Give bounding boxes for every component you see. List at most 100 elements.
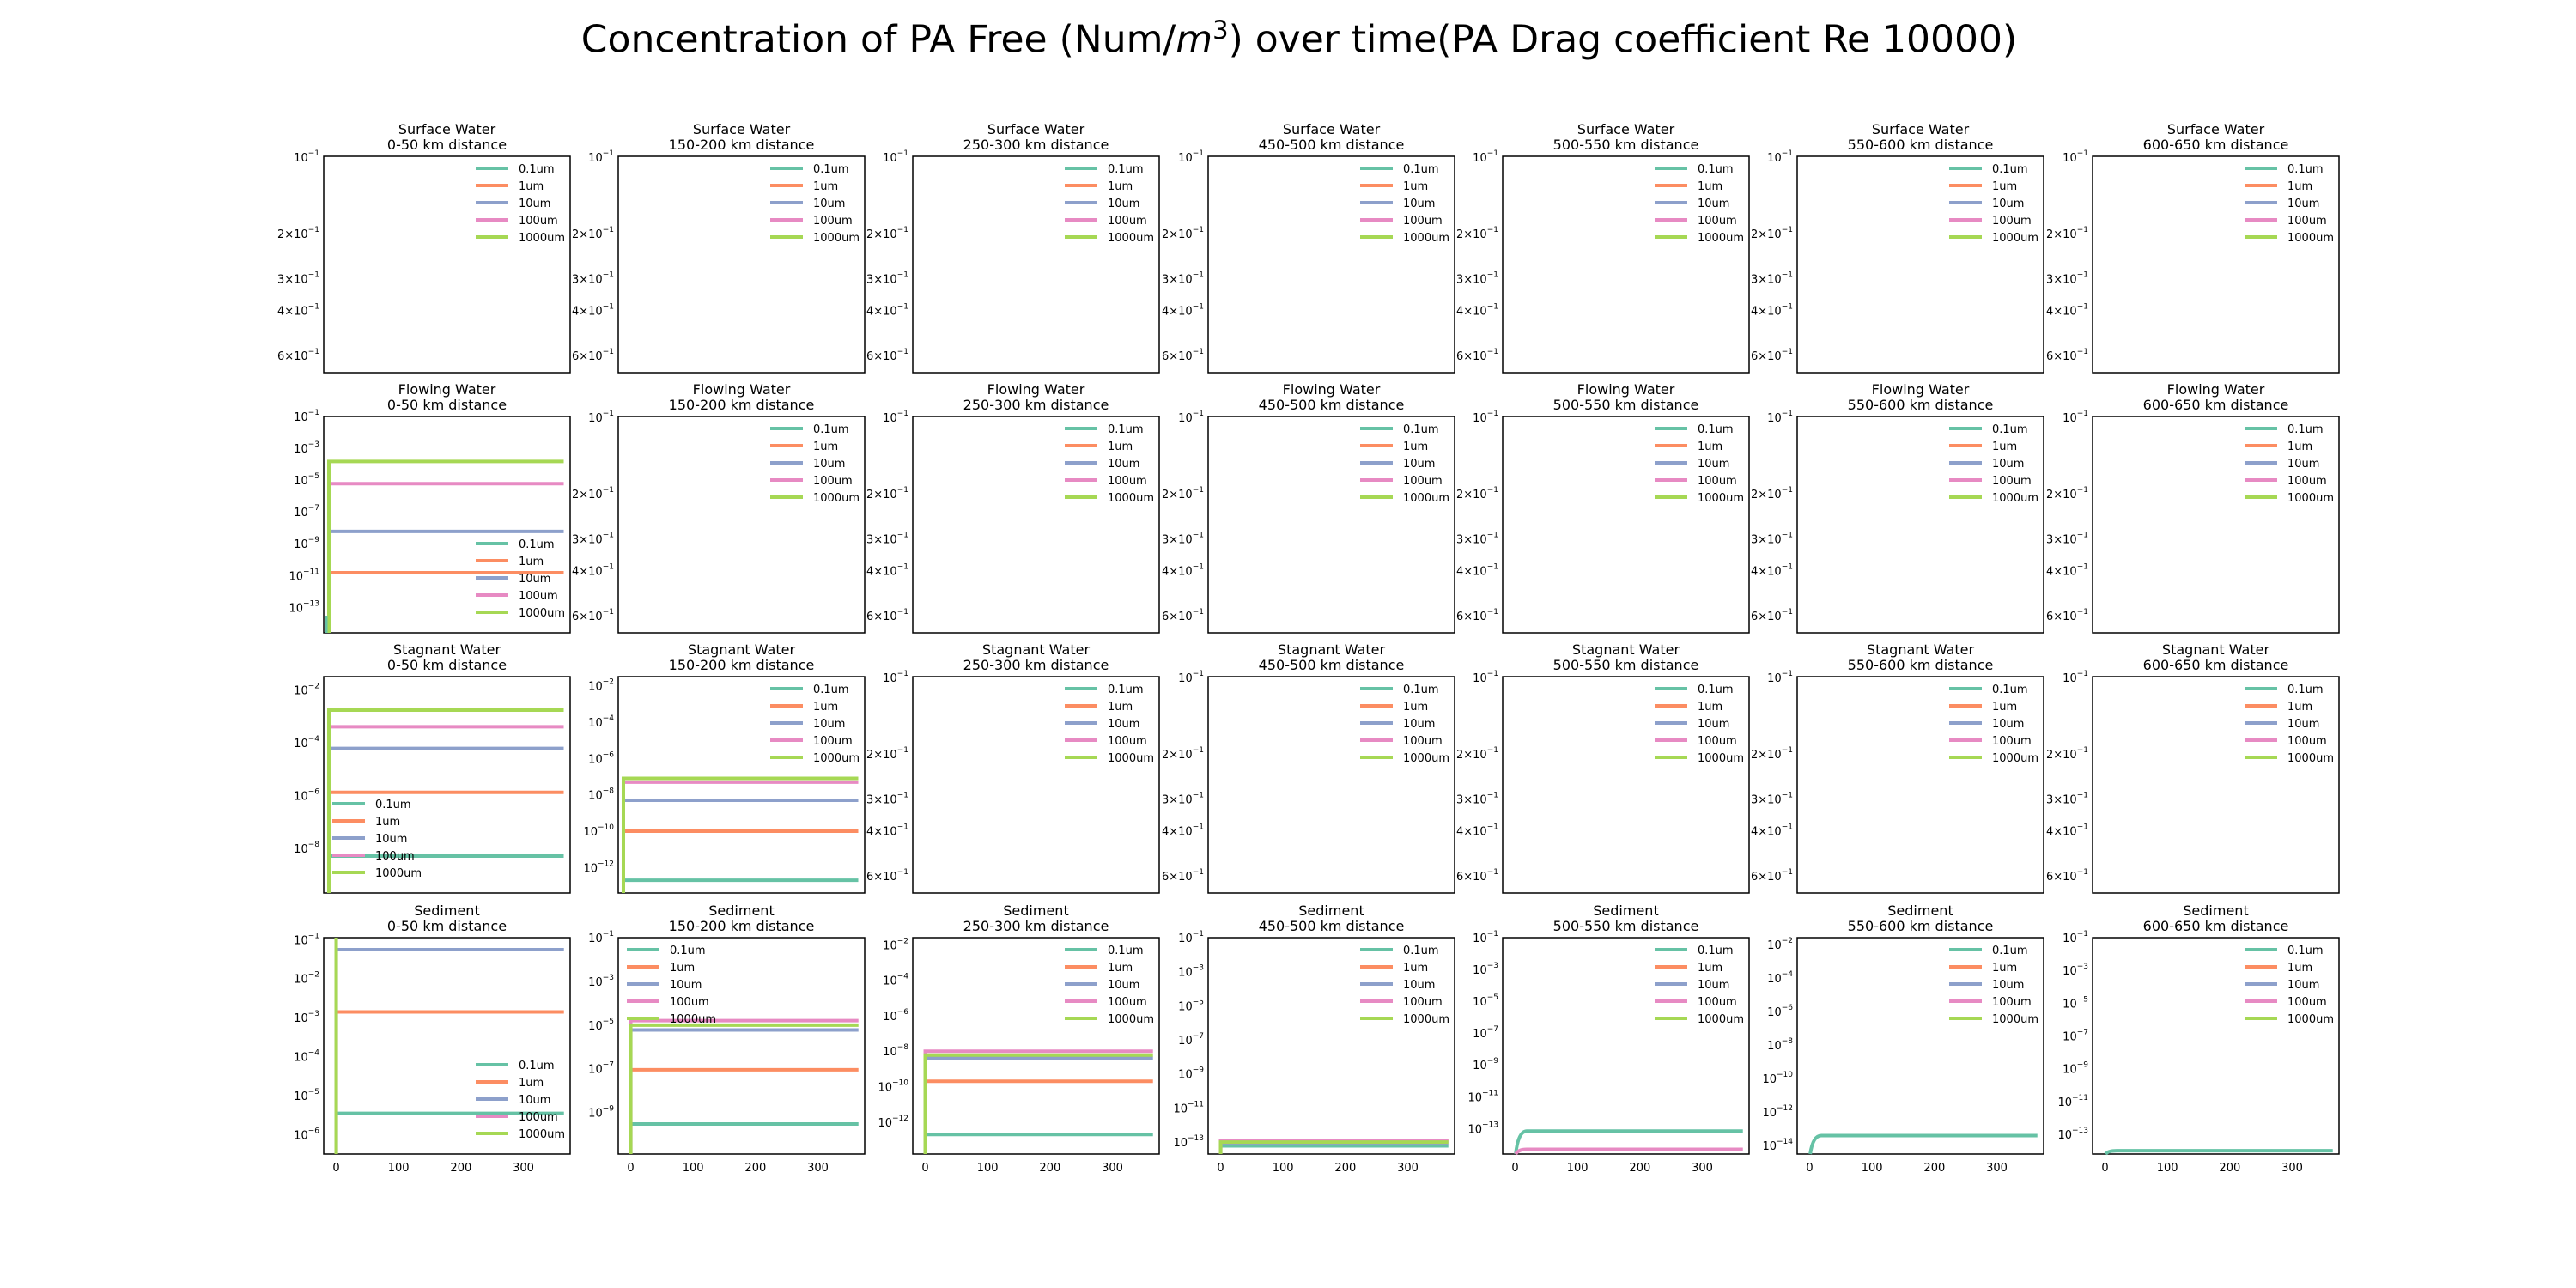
y-tick-label: 10−2 (294, 682, 319, 697)
subplot-title: Surface Water (693, 121, 791, 137)
legend-label: 1um (1403, 440, 1428, 453)
y-tick-label: 10−4 (588, 714, 614, 730)
legend-label: 10um (1992, 979, 2024, 992)
legend-label: 10um (1698, 718, 1729, 731)
legend-label: 1um (1403, 962, 1428, 975)
y-tick-label: 10−2 (1767, 937, 1793, 952)
series-line-1000um (621, 776, 859, 893)
y-tick-label: 4×10−1 (1456, 303, 1498, 319)
legend-label: 1um (2287, 962, 2312, 975)
y-tick-label: 10−2 (883, 937, 908, 952)
y-tick-label: 3×10−1 (1162, 791, 1204, 806)
y-tick-label: 10−3 (2063, 963, 2088, 978)
x-tick-label: 200 (1923, 1162, 1945, 1175)
series-line-1um (923, 1079, 1153, 1154)
legend-label: 10um (375, 833, 407, 846)
legend-label: 10um (519, 573, 550, 586)
series-line-0_1um (1218, 1144, 1449, 1154)
legend-label: 100um (1403, 215, 1443, 228)
legend-label: 1000um (1992, 232, 2038, 245)
y-tick-label: 6×10−1 (1162, 348, 1204, 363)
y-tick-label: 4×10−1 (2046, 563, 2088, 579)
legend-label: 0.1um (1403, 945, 1439, 957)
y-tick-label: 10−1 (294, 409, 319, 424)
y-tick-label: 10−1 (883, 670, 908, 685)
legend: 0.1um 1um 10um 100um 1000um (627, 945, 716, 1026)
plot-frame (1502, 676, 1750, 894)
y-tick-label: 10−1 (294, 932, 319, 947)
x-tick-label: 100 (1567, 1162, 1589, 1175)
y-tick-label: 6×10−1 (1162, 868, 1204, 884)
series-line-0_1um (629, 1121, 859, 1154)
y-tick-label: 10−4 (294, 1048, 319, 1064)
plot-frame (1796, 155, 2044, 374)
x-tick-label: 300 (807, 1162, 829, 1175)
plot-frame (1207, 155, 1455, 374)
y-tick-label: 3×10−1 (277, 270, 319, 286)
plot-frame (2092, 937, 2340, 1155)
legend-label: 1000um (670, 1013, 716, 1026)
legend: 0.1um 1um 10um 100um 1000um (476, 1060, 565, 1141)
y-tick-label: 10−6 (883, 1008, 908, 1024)
x-tick-label: 0 (332, 1162, 339, 1175)
y-tick-label: 3×10−1 (1751, 531, 1793, 546)
y-tick-label: 10−10 (1762, 1071, 1793, 1086)
legend-label: 10um (2287, 979, 2319, 992)
y-tick-label: 10−7 (1178, 1032, 1204, 1048)
legend-label: 100um (2287, 996, 2327, 1009)
series-line-0_1um (923, 1133, 1153, 1154)
y-tick-label: 10−8 (588, 787, 614, 803)
legend: 0.1um 1um 10um 100um 1000um (476, 538, 565, 620)
y-tick-label: 4×10−1 (572, 563, 614, 579)
y-tick-label: 10−1 (588, 410, 614, 425)
y-tick-label: 2×10−1 (1162, 226, 1204, 241)
subplot-title: Stagnant Water (688, 641, 796, 658)
legend-label: 1um (2287, 440, 2312, 453)
series-line-1000um (326, 708, 564, 893)
y-tick-label: 2×10−1 (572, 226, 614, 241)
legend-label: 10um (2287, 458, 2319, 471)
y-tick-label: 10−5 (1473, 993, 1498, 1009)
subplot-subtitle: 600-650 km distance (2143, 397, 2289, 413)
subplot-title: Stagnant Water (1867, 641, 1975, 658)
legend-label: 10um (2287, 718, 2319, 731)
legend-label: 1um (375, 816, 400, 829)
plot-frame (1207, 416, 1455, 634)
plot-frame (1207, 937, 1455, 1155)
y-tick-label: 10−11 (2057, 1094, 2088, 1109)
x-tick-label: 200 (744, 1162, 766, 1175)
y-tick-label: 6×10−1 (572, 608, 614, 623)
legend-label: 1um (1403, 180, 1428, 193)
legend-label: 100um (1108, 996, 1147, 1009)
legend-label: 0.1um (1698, 423, 1734, 436)
legend-label: 1000um (813, 492, 860, 505)
legend-label: 100um (670, 996, 709, 1009)
legend-label: 10um (1698, 458, 1729, 471)
legend-label: 1000um (375, 867, 422, 880)
y-tick-label: 10−9 (2063, 1061, 2088, 1077)
legend-label: 0.1um (1698, 945, 1734, 957)
legend-label: 10um (1108, 979, 1139, 992)
subplot-title: Surface Water (1283, 121, 1381, 137)
legend-label: 1000um (519, 607, 565, 620)
x-tick-label: 100 (977, 1162, 999, 1175)
title-prefix: Concentration of PA Free (Num/ (580, 17, 1176, 62)
subplot-subtitle: 600-650 km distance (2143, 657, 2289, 673)
legend-label: 1um (1992, 962, 2017, 975)
legend-label: 1000um (1992, 1013, 2038, 1026)
legend-label: 10um (813, 197, 845, 210)
y-tick-label: 6×10−1 (1456, 608, 1498, 623)
subplot-subtitle: 150-200 km distance (669, 657, 815, 673)
legend-label: 1000um (1403, 752, 1449, 765)
plot-frame (2092, 416, 2340, 634)
y-tick-label: 10−11 (1467, 1089, 1498, 1104)
legend-label: 10um (1403, 197, 1435, 210)
y-tick-label: 3×10−1 (572, 270, 614, 286)
plot-frame (323, 676, 571, 894)
